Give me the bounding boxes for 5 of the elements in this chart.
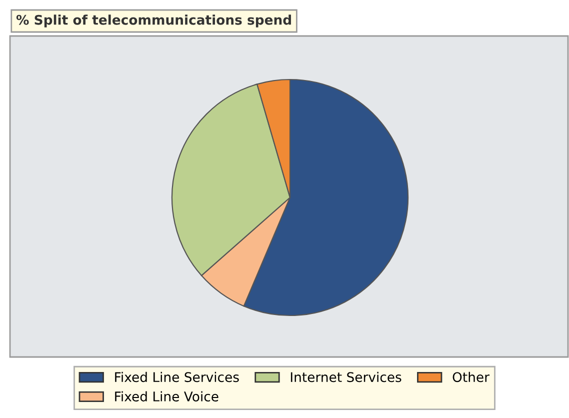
chart-title: % Split of telecommunications spend xyxy=(16,14,291,28)
legend-label: Fixed Line Voice xyxy=(115,391,218,402)
legend-label: Other xyxy=(452,372,490,382)
legend-label: Fixed Line Services xyxy=(115,372,239,382)
legend-label: Internet Services xyxy=(290,372,402,382)
